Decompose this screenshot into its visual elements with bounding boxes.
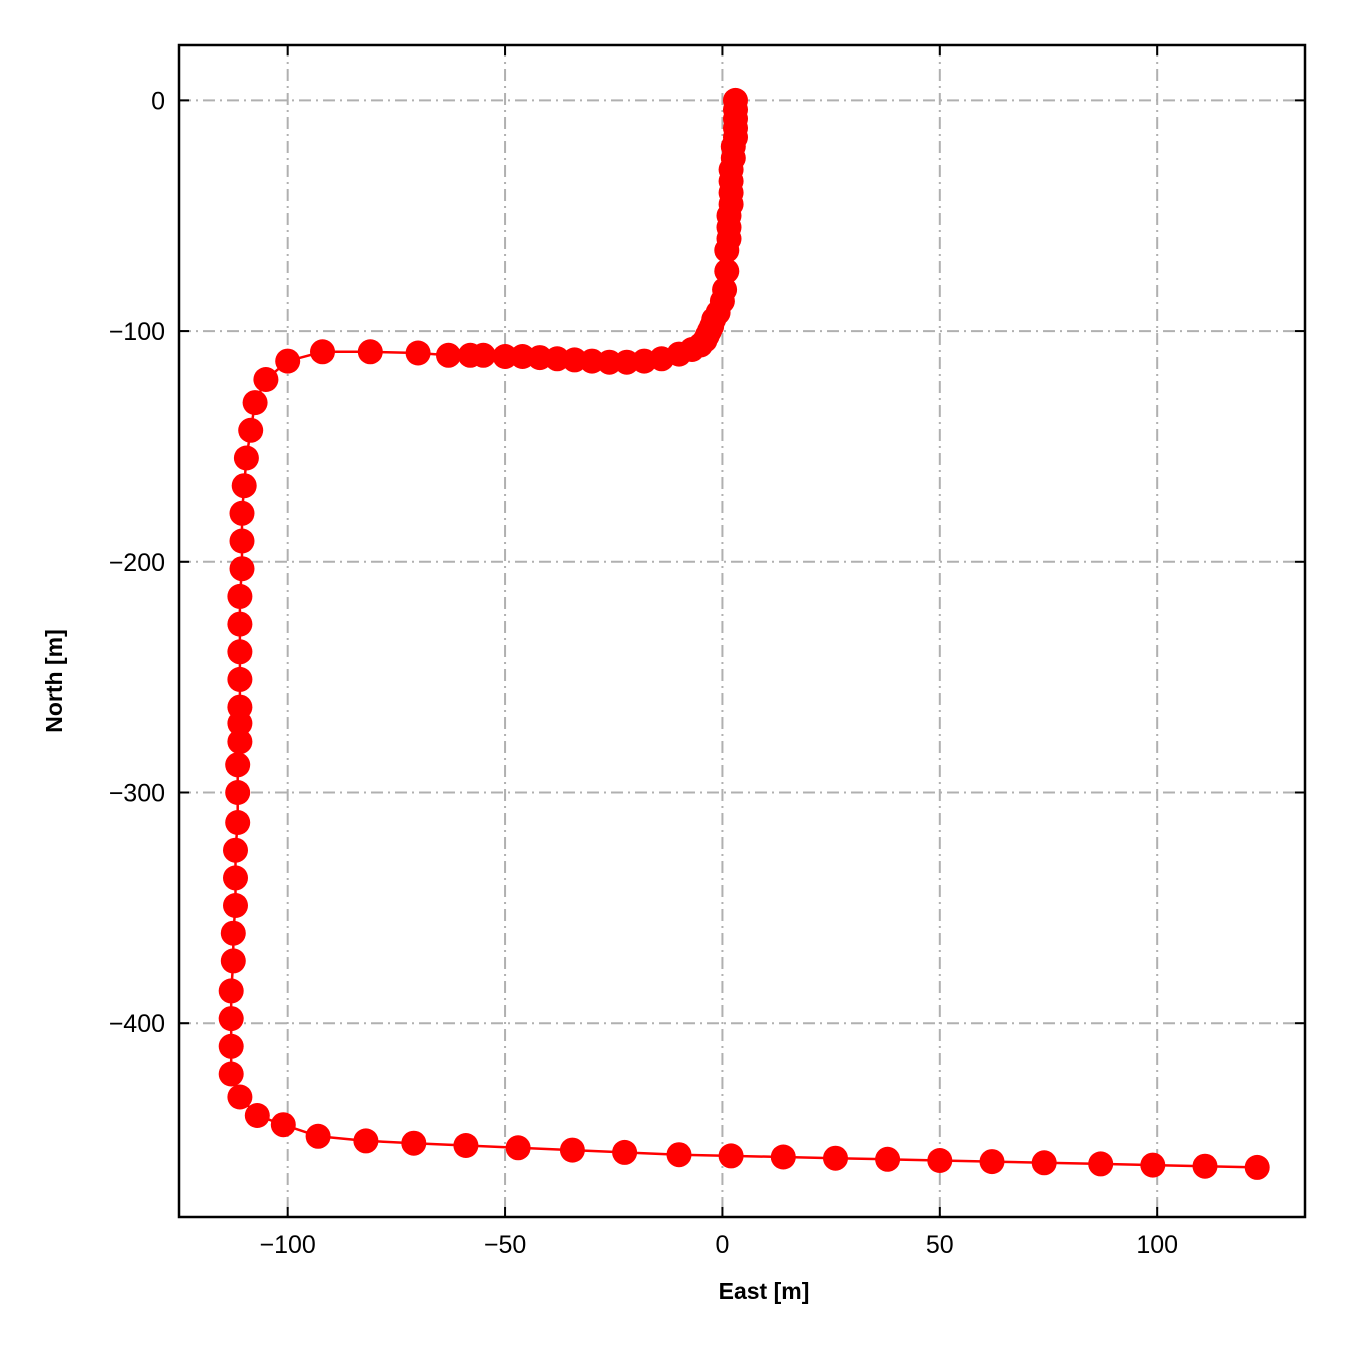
data-point (357, 339, 383, 365)
x-tick-label: 0 (715, 1231, 729, 1259)
data-point (979, 1149, 1005, 1175)
data-point (492, 344, 518, 369)
data-point (231, 473, 257, 499)
data-point (225, 780, 251, 805)
data-point (823, 1145, 848, 1171)
data-point (218, 978, 244, 1004)
data-point (714, 237, 740, 263)
y-axis-label: North [m] (41, 629, 67, 732)
data-point (310, 339, 335, 365)
y-tick-label: −300 (109, 779, 165, 807)
data-point (927, 1148, 953, 1173)
data-point (218, 1033, 244, 1059)
data-point (1140, 1152, 1166, 1178)
x-axis-label: East [m] (719, 1278, 810, 1304)
data-point (233, 445, 259, 471)
data-point (559, 1137, 585, 1163)
data-point (270, 1112, 296, 1138)
data-point (227, 1084, 253, 1110)
data-point (1031, 1150, 1057, 1176)
data-point (225, 752, 251, 778)
data-point (457, 342, 483, 368)
data-point (505, 1135, 531, 1161)
data-point (227, 729, 253, 755)
x-tick-label: 50 (926, 1231, 954, 1259)
y-tick-label: −200 (109, 549, 165, 577)
data-point (225, 810, 251, 835)
data-point (666, 1142, 692, 1168)
data-point (401, 1130, 427, 1156)
data-point (242, 390, 268, 416)
plot-frame (177, 43, 1307, 1219)
data-point (220, 948, 246, 974)
data-point (1088, 1151, 1114, 1177)
data-point (875, 1146, 901, 1172)
data-point (253, 367, 279, 392)
data-point (244, 1103, 270, 1128)
data-point (218, 1006, 244, 1032)
x-tick-label: −50 (484, 1231, 526, 1259)
data-point (227, 639, 253, 665)
data-point (612, 1139, 638, 1165)
data-point (305, 1123, 331, 1149)
data-point (453, 1133, 479, 1158)
data-point (1244, 1154, 1270, 1180)
data-point (353, 1128, 379, 1154)
data-point (227, 583, 253, 609)
data-point (229, 556, 255, 582)
data-point (275, 348, 301, 374)
data-point (220, 920, 246, 946)
tick-layer: −100 −50 0 50 100 0 −100 −200 −300 −400 (109, 45, 1305, 1259)
data-point (229, 528, 255, 554)
data-point (227, 611, 253, 637)
data-point (510, 344, 535, 369)
data-point (718, 1143, 744, 1169)
x-tick-label: 100 (1136, 1231, 1178, 1259)
data-point (218, 1061, 244, 1087)
data-point (614, 349, 640, 375)
data-point (405, 340, 431, 366)
data-point (223, 865, 248, 891)
data-point (714, 258, 740, 284)
y-tick-label: −400 (109, 1010, 165, 1038)
data-point (223, 837, 248, 863)
x-tick-label: −100 (260, 1231, 316, 1259)
series-layer (218, 87, 1270, 1180)
y-tick-label: −100 (109, 318, 165, 346)
data-point (238, 417, 264, 443)
data-point (770, 1144, 796, 1170)
data-point (436, 342, 461, 368)
data-point (223, 893, 248, 918)
data-point (1192, 1153, 1218, 1179)
data-point (229, 500, 255, 526)
data-point (227, 666, 253, 692)
y-tick-label: 0 (151, 87, 165, 115)
data-point (227, 710, 253, 736)
